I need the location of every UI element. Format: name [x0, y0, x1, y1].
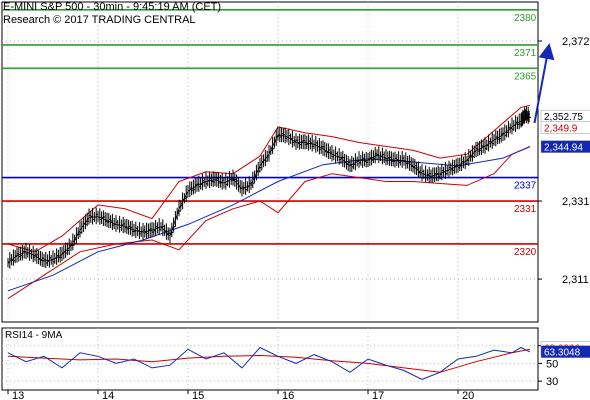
rsi-title: RSI14 - 9MA [5, 330, 63, 341]
price-tag-label: 2,349.9 [544, 123, 578, 134]
x-tick-label: 16 [282, 390, 294, 400]
chart-subtitle: Research © 2017 TRADING CENTRAL [3, 14, 196, 26]
level-label: 2380 [514, 13, 537, 24]
x-tick-label: 13 [12, 390, 24, 400]
price-tag-box [540, 121, 590, 134]
x-tick-label: 15 [192, 390, 204, 400]
price-tag-box [540, 140, 590, 153]
price-tag-label: 2,352.75 [544, 112, 583, 123]
bollinger-upper-band [7, 104, 531, 253]
level-label: 2320 [514, 247, 537, 258]
price-tag-label: 2,344.94 [544, 143, 583, 154]
x-tick-label: 20 [462, 390, 474, 400]
price-y-tick-label: 2,372 [562, 36, 590, 48]
price-y-tick-label: 2,331 [562, 196, 590, 208]
price-y-tick-label: 2,311 [562, 274, 589, 286]
price-line [7, 114, 531, 264]
level-label: 2337 [514, 181, 537, 192]
chart-title: E-MINI S&P 500 - 30min - 9:45:19 AM (CET… [3, 1, 222, 13]
level-label: 2331 [514, 204, 537, 215]
forecast-arrow [533, 43, 555, 124]
level-label: 2371 [514, 48, 537, 59]
rsi-line [7, 346, 531, 380]
price-panel-frame [1, 1, 539, 323]
rsi-tag-box [540, 345, 590, 358]
rsi-panel-frame [1, 327, 539, 391]
rsi-ma-line [7, 348, 531, 373]
rsi-y-tick-label: 50 [546, 358, 558, 370]
x-tick-label: 14 [102, 390, 114, 400]
rsi-tag-label: 63.3048 [544, 348, 581, 359]
rsi-y-tick-label: 30 [546, 376, 558, 388]
level-label: 2365 [514, 71, 537, 82]
x-tick-label: 17 [372, 390, 384, 400]
bollinger-lower-band [7, 145, 531, 300]
